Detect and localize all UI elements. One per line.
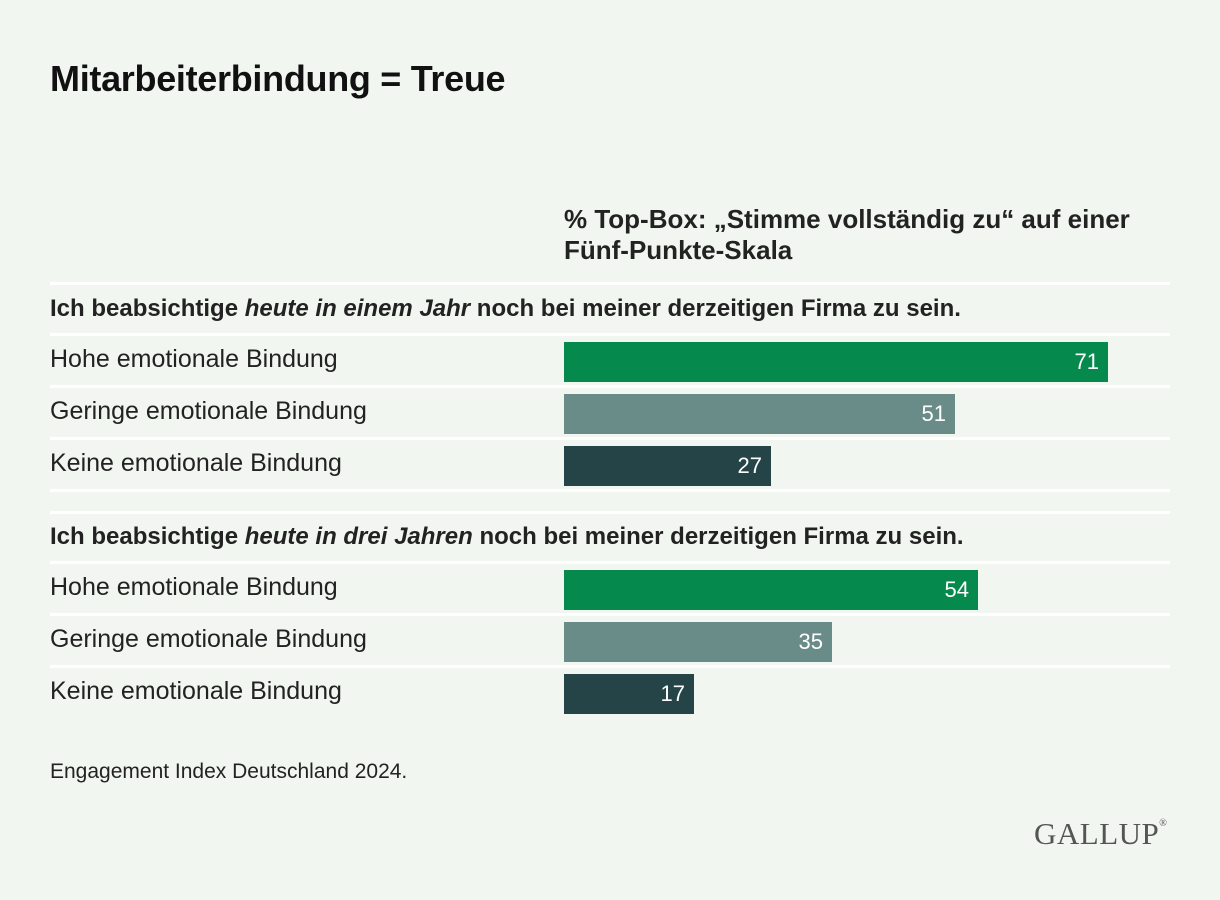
group-heading-1-after: noch bei meiner derzeitigen Firma zu sei…: [470, 295, 961, 322]
bar-g1-hohe: 71: [564, 342, 1108, 382]
bar-g2-hohe: 54: [564, 570, 978, 610]
category-label: Keine emotionale Bindung: [50, 677, 342, 705]
group-heading-2: Ich beabsichtige heute in drei Jahren no…: [50, 523, 1170, 551]
group-heading-2-after: noch bei meiner derzeitigen Firma zu sei…: [472, 523, 964, 550]
gallup-logo: GALLUP®: [1034, 816, 1167, 852]
category-label: Geringe emotionale Bindung: [50, 625, 367, 653]
row-divider: [50, 333, 1170, 336]
bar-value-label: 51: [921, 401, 946, 426]
bar-value-label: 27: [737, 453, 762, 478]
row-divider: [50, 489, 1170, 492]
row-divider: [50, 511, 1170, 514]
row-divider: [50, 385, 1170, 388]
group-heading-1: Ich beabsichtige heute in einem Jahr noc…: [50, 295, 1170, 323]
registered-mark: ®: [1159, 818, 1168, 829]
bar-value-label: 71: [1074, 349, 1099, 374]
row-divider: [50, 665, 1170, 668]
row-divider: [50, 437, 1170, 440]
group-heading-2-before: Ich beabsichtige: [50, 523, 245, 550]
chart-subtitle: % Top-Box: „Stimme vollständig zu“ auf e…: [564, 204, 1130, 265]
row-divider: [50, 561, 1170, 564]
bar-g2-geringe: 35: [564, 622, 832, 662]
source-note: Engagement Index Deutschland 2024.: [50, 760, 408, 783]
category-label: Hohe emotionale Bindung: [50, 573, 338, 601]
category-label: Geringe emotionale Bindung: [50, 397, 367, 425]
bar-value-label: 35: [798, 629, 823, 654]
divider: [50, 282, 1170, 285]
category-label: Hohe emotionale Bindung: [50, 345, 338, 373]
group-heading-1-before: Ich beabsichtige: [50, 295, 245, 322]
bar-g1-keine: 27: [564, 446, 771, 486]
category-label: Keine emotionale Bindung: [50, 449, 342, 477]
gallup-logo-text: GALLUP: [1034, 816, 1160, 851]
bar-g1-geringe: 51: [564, 394, 955, 434]
group-heading-1-emphasis: heute in einem Jahr: [244, 295, 471, 322]
bar-value-label: 54: [944, 577, 969, 602]
row-divider: [50, 613, 1170, 616]
chart-title: Mitarbeiterbindung = Treue: [50, 58, 506, 99]
group-heading-2-emphasis: heute in drei Jahren: [244, 523, 473, 550]
bar-value-label: 17: [660, 681, 685, 706]
bar-g2-keine: 17: [564, 674, 694, 714]
